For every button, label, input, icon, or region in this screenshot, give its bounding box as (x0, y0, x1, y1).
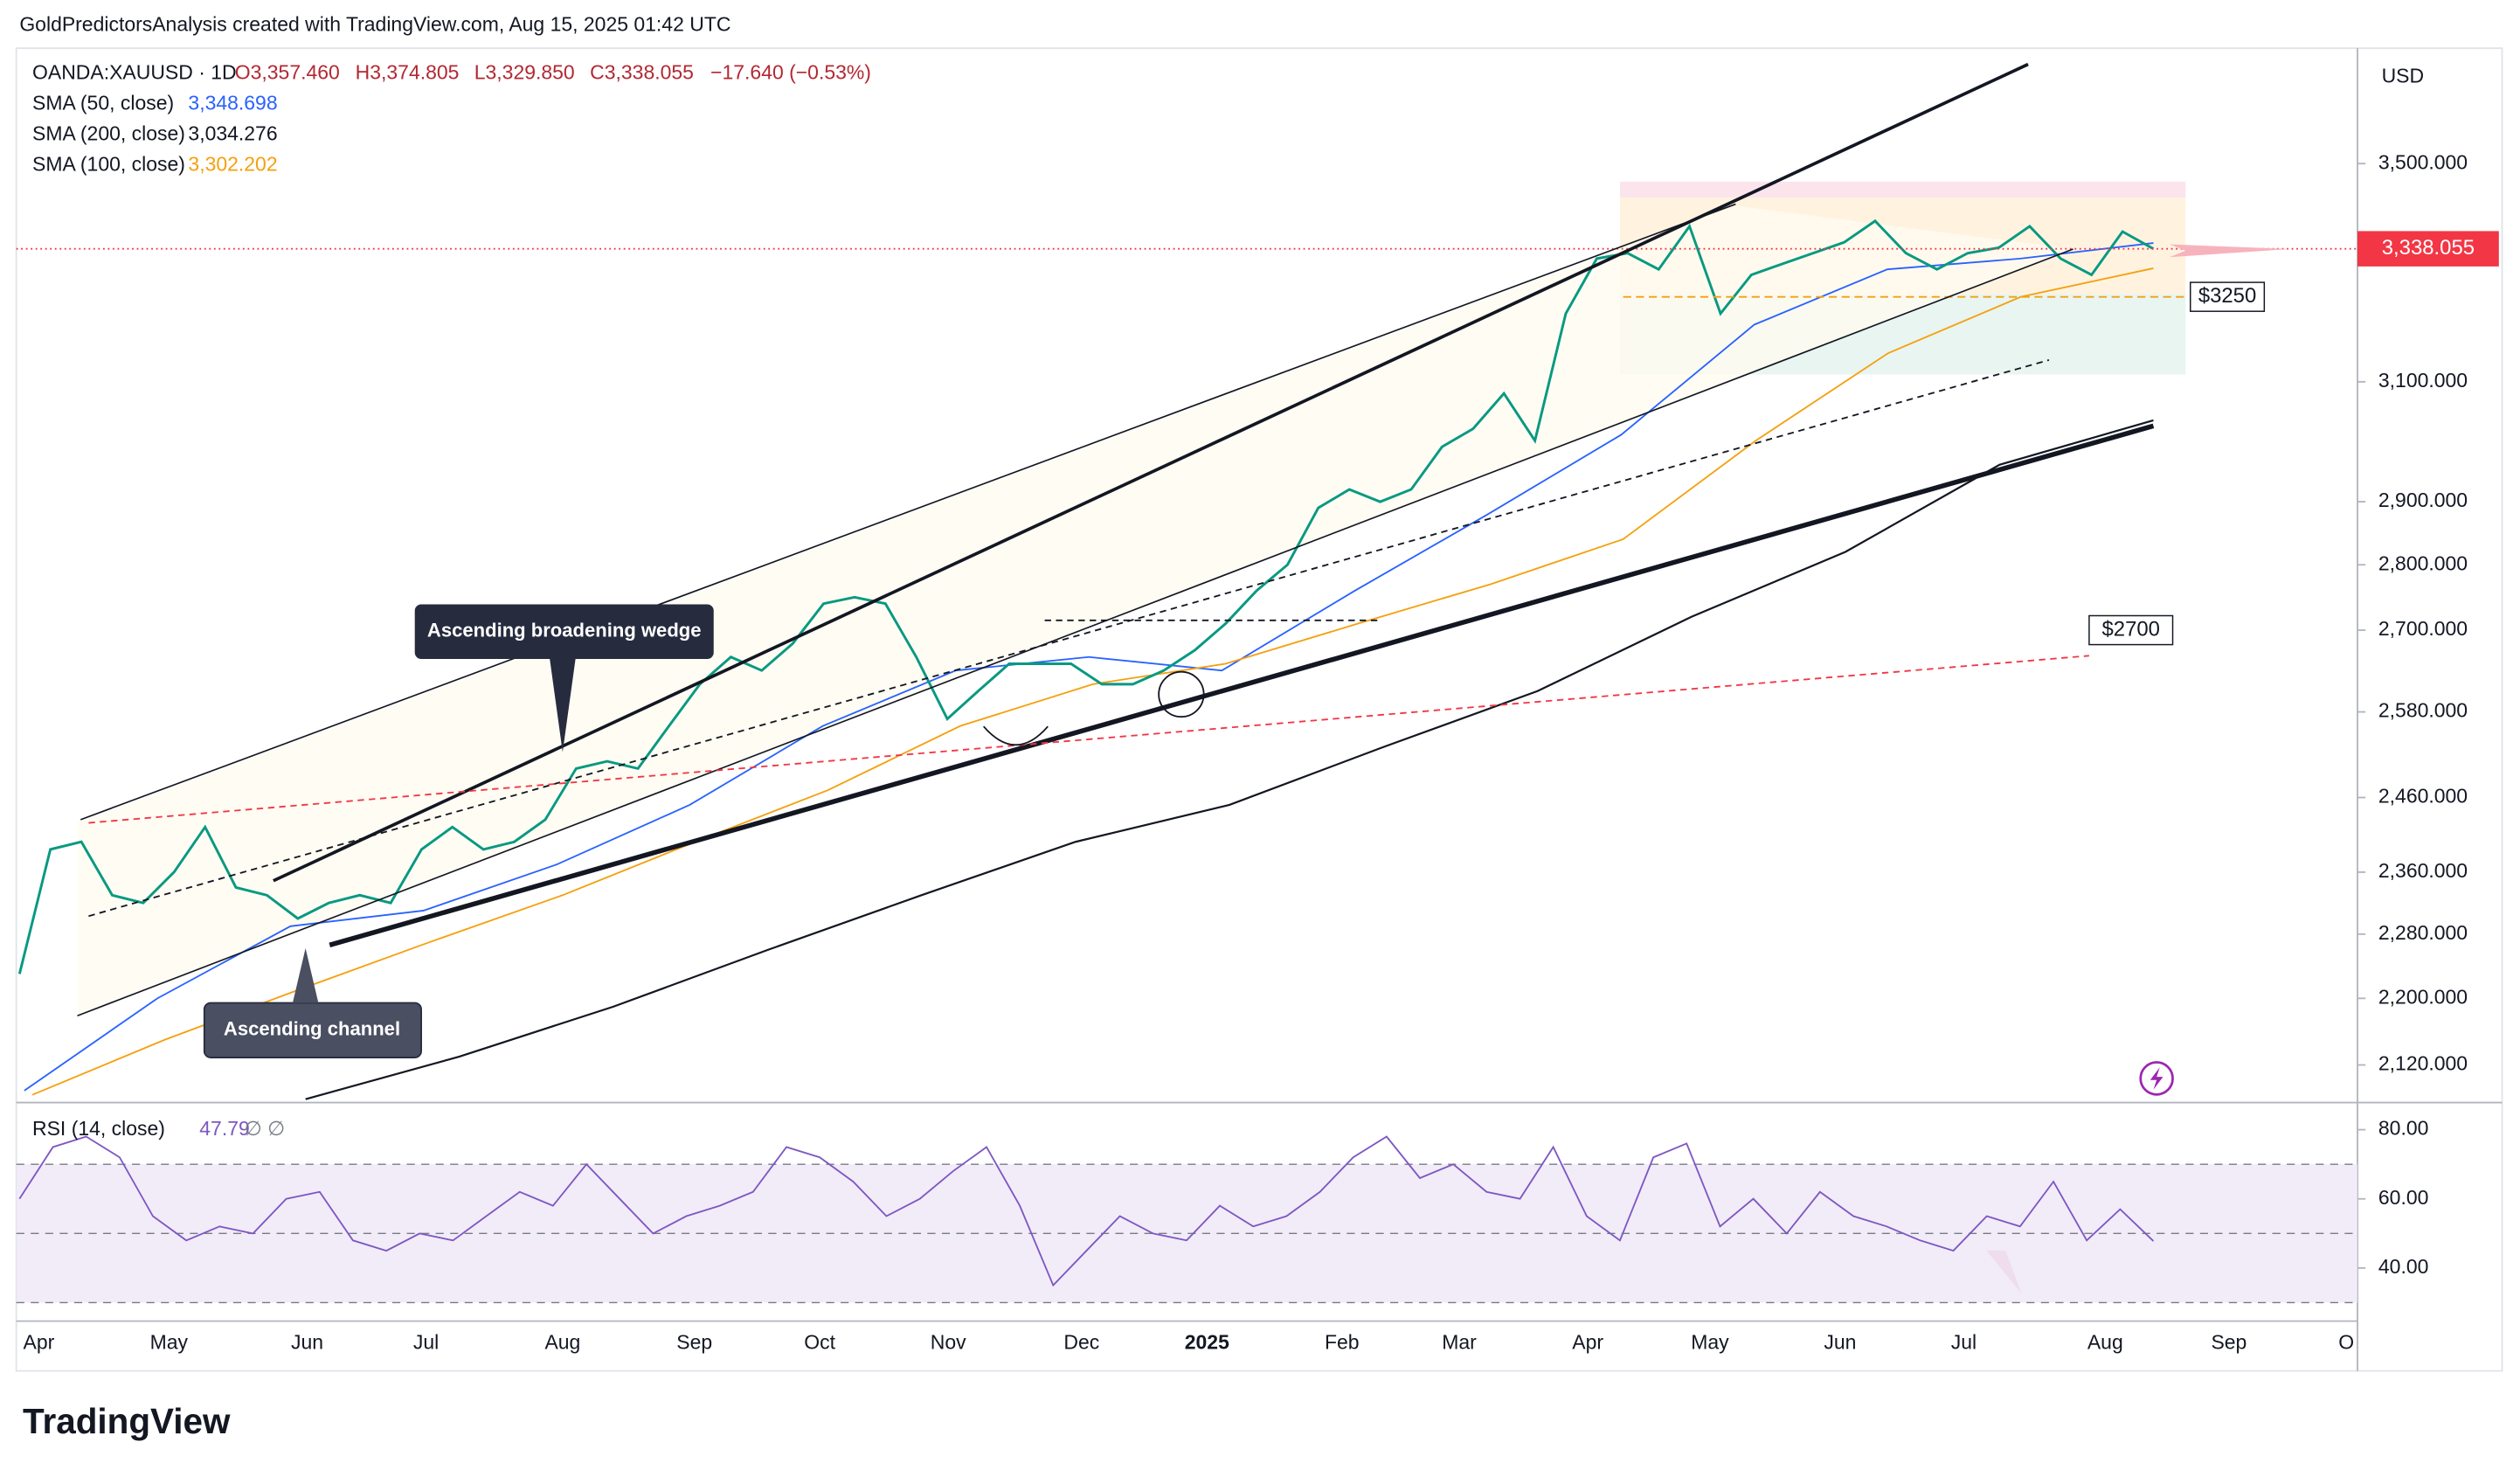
annotation: Ascending channel (224, 1018, 400, 1040)
x-tick-label: Feb (1325, 1330, 1360, 1353)
y-tick-label: 2,120.000 (2378, 1052, 2468, 1075)
y-tick-label: 3,500.000 (2378, 150, 2468, 173)
y-tick-label: 2,200.000 (2378, 985, 2468, 1008)
y-tick-label: 2,580.000 (2378, 699, 2468, 722)
mid-dashed (88, 359, 2050, 918)
x-tick-label: Sep (676, 1330, 712, 1353)
callout-pointer (292, 947, 319, 1003)
rsi-band (16, 1164, 2358, 1303)
symbol: OANDA:XAUUSD · 1D (32, 61, 237, 84)
x-tick-label: O (2338, 1330, 2354, 1353)
quote: C3,338.055 (590, 61, 694, 84)
attribution: GoldPredictorsAnalysis created with Trad… (19, 13, 730, 36)
arrow-right (2169, 244, 2290, 258)
x-tick-label: 2025 (1185, 1330, 1229, 1353)
legend-value: 3,348.698 (188, 92, 277, 114)
sma-line (31, 267, 2154, 1096)
x-tick-label: Nov (931, 1330, 966, 1353)
x-tick-label: May (150, 1330, 189, 1353)
quote: −17.640 (−0.53%) (710, 61, 871, 84)
rsi-tick-label: 60.00 (2378, 1186, 2428, 1209)
channel-upper (80, 203, 1736, 821)
level-box (2190, 281, 2266, 312)
x-tick-label: Aug (2087, 1330, 2123, 1353)
alert-icon[interactable] (2139, 1061, 2174, 1096)
rsi-name: RSI (14, close) (32, 1117, 165, 1140)
currency: USD (2382, 64, 2425, 87)
y-tick-label: 2,700.000 (2378, 617, 2468, 640)
wedge-upper (273, 62, 2029, 883)
x-tick-label: Mar (1442, 1330, 1477, 1353)
frame (15, 47, 2503, 1372)
rsi-extra: ∅ ∅ (245, 1117, 285, 1140)
level-box (2088, 614, 2174, 646)
quote: L3,329.850 (474, 61, 575, 84)
x-tick-label: Oct (804, 1330, 835, 1353)
arc (983, 725, 1049, 746)
y-tick-label: 2,460.000 (2378, 785, 2468, 808)
y-tick-label: 3,100.000 (2378, 369, 2468, 392)
level-label: $2700 (2101, 617, 2159, 641)
channel-fill (77, 205, 2073, 1016)
y-tick-label: 2,280.000 (2378, 921, 2468, 944)
legend-name: SMA (200, close) (32, 122, 185, 145)
legend-value: 3,302.202 (188, 152, 277, 175)
alert-bolt (2150, 1067, 2163, 1090)
legend-name: SMA (100, close) (32, 152, 185, 175)
x-tick-label: Jun (1824, 1330, 1856, 1353)
quote: O3,357.460 (235, 61, 340, 84)
rsi-tick-label: 80.00 (2378, 1117, 2428, 1140)
x-tick-label: Dec (1063, 1330, 1099, 1353)
legend-name: SMA (50, close) (32, 92, 174, 114)
brand: TradingView (23, 1401, 231, 1441)
sma-line (24, 242, 2154, 1092)
x-tick-label: May (1691, 1330, 1729, 1353)
y-tick-label: 2,800.000 (2378, 551, 2468, 574)
legend-value: 3,034.276 (188, 122, 277, 145)
red-dashed (88, 655, 2089, 824)
callout (414, 604, 714, 659)
circle (1158, 670, 1205, 718)
x-tick-label: Apr (1572, 1330, 1603, 1353)
rsi-value: 47.79 (199, 1117, 249, 1140)
annotation: Ascending broadening wedge (427, 620, 702, 641)
zone-top (1619, 181, 2186, 198)
channel-lower (77, 248, 2073, 1016)
x-tick-label: Aug (544, 1330, 580, 1353)
price-tag-label: 3,338.055 (2382, 236, 2475, 260)
marks (16, 218, 2358, 1100)
y-tick-label: 2,360.000 (2378, 859, 2468, 882)
y-tick-label: 2,900.000 (2378, 489, 2468, 511)
rsi-tick-label: 40.00 (2378, 1255, 2428, 1278)
price-line (17, 218, 2155, 974)
wedge-lower (329, 423, 2155, 947)
price-tag (2357, 231, 2499, 267)
rsi-line (18, 1135, 2155, 1287)
x-tick-label: Jun (291, 1330, 323, 1353)
callout-pointer (550, 658, 576, 752)
x-tick-label: Apr (24, 1330, 55, 1353)
level-label: $3250 (2198, 284, 2256, 308)
x-tick-label: Jul (413, 1330, 439, 1353)
sma-line (305, 419, 2154, 1100)
x-tick-label: Jul (1951, 1330, 1977, 1353)
x-tick-label: Sep (2211, 1330, 2247, 1353)
quote: H3,374.805 (356, 61, 460, 84)
